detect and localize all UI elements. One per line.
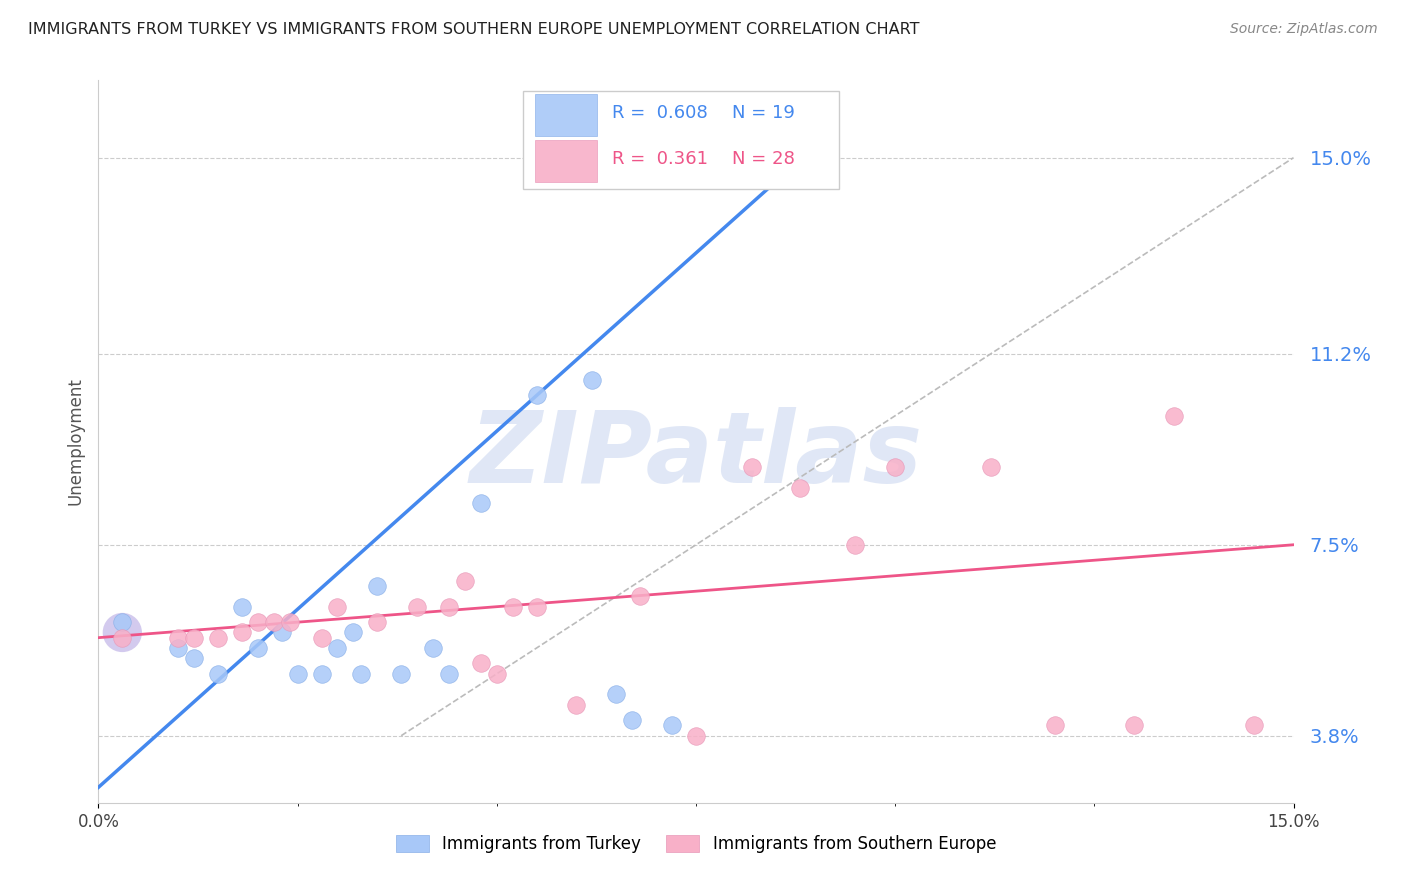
Point [350, 666, 373, 681]
Point [470, 657, 492, 671]
Point [502, 599, 524, 614]
Point [326, 640, 349, 655]
Point [789, 481, 811, 495]
Point [437, 599, 460, 614]
Point [1043, 718, 1066, 732]
Point [207, 631, 229, 645]
Text: Source: ZipAtlas.com: Source: ZipAtlas.com [1230, 22, 1378, 37]
Text: ZIPatlas: ZIPatlas [470, 408, 922, 505]
Point [1243, 718, 1265, 732]
Point [111, 625, 134, 640]
Point [485, 666, 508, 681]
FancyBboxPatch shape [534, 140, 596, 182]
Point [741, 460, 763, 475]
Point [111, 631, 134, 645]
Point [1123, 718, 1146, 732]
Point [366, 579, 388, 593]
Point [884, 460, 907, 475]
Point [326, 599, 349, 614]
Point [231, 625, 253, 640]
Point [437, 666, 460, 681]
Point [621, 713, 644, 727]
FancyBboxPatch shape [534, 94, 596, 136]
Point [311, 666, 333, 681]
Point [605, 687, 627, 701]
Point [789, 120, 811, 134]
Point [311, 631, 333, 645]
Point [246, 615, 269, 630]
Point [685, 729, 707, 743]
Point [526, 599, 548, 614]
Text: N = 19: N = 19 [733, 103, 794, 121]
Point [287, 666, 309, 681]
Point [406, 599, 429, 614]
Point [183, 631, 205, 645]
Text: R =  0.608: R = 0.608 [613, 103, 709, 121]
Point [628, 590, 651, 604]
Point [844, 538, 866, 552]
Point [207, 666, 229, 681]
Legend: Immigrants from Turkey, Immigrants from Southern Europe: Immigrants from Turkey, Immigrants from … [389, 828, 1002, 860]
Point [581, 373, 603, 387]
FancyBboxPatch shape [523, 91, 839, 189]
Point [661, 718, 683, 732]
Point [1163, 409, 1185, 423]
Point [342, 625, 364, 640]
Text: R =  0.361: R = 0.361 [613, 151, 709, 169]
Point [980, 460, 1002, 475]
Point [183, 651, 205, 665]
Text: IMMIGRANTS FROM TURKEY VS IMMIGRANTS FROM SOUTHERN EUROPE UNEMPLOYMENT CORRELATI: IMMIGRANTS FROM TURKEY VS IMMIGRANTS FRO… [28, 22, 920, 37]
Y-axis label: Unemployment: Unemployment [66, 377, 84, 506]
Point [565, 698, 588, 712]
Point [470, 496, 492, 510]
Point [111, 615, 134, 630]
Point [231, 599, 253, 614]
Point [167, 640, 190, 655]
Point [263, 615, 285, 630]
Text: N = 28: N = 28 [733, 151, 794, 169]
Point [270, 625, 292, 640]
Point [454, 574, 477, 588]
Point [389, 666, 412, 681]
Point [278, 615, 301, 630]
Point [246, 640, 269, 655]
Point [526, 388, 548, 402]
Point [422, 640, 444, 655]
Point [366, 615, 388, 630]
Point [167, 631, 190, 645]
